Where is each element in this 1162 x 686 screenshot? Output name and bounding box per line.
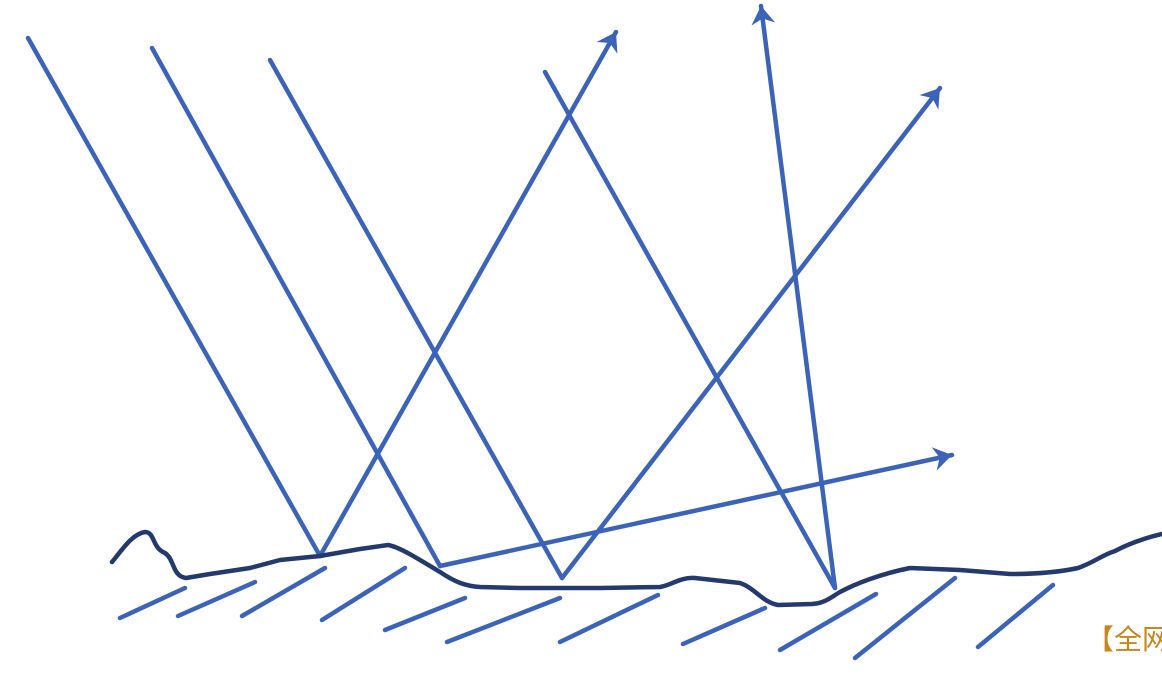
hatch-line (239, 565, 328, 619)
hatch-line (382, 595, 468, 633)
reflected-ray (317, 29, 619, 559)
reflected-ray (437, 447, 955, 569)
hatch-line (175, 579, 258, 619)
watermark: 【全网 (1086, 623, 1162, 656)
hatching (117, 565, 1056, 661)
hatch-line (680, 605, 768, 647)
incident-ray (542, 69, 838, 591)
hatch-line (117, 585, 188, 621)
incident-rays (25, 35, 838, 591)
reflected-rays (317, 3, 955, 591)
hatch-line (444, 595, 563, 645)
hatch-line (319, 565, 408, 623)
hatch-line (777, 591, 879, 653)
hatch-line (852, 575, 958, 661)
hatch-line (975, 582, 1056, 650)
rough-surface (109, 529, 1162, 608)
reflected-ray (751, 3, 838, 591)
incident-ray (267, 57, 565, 581)
hatch-line (557, 592, 661, 645)
incident-ray (149, 45, 443, 569)
reflected-ray (559, 85, 943, 581)
incident-ray (25, 35, 323, 559)
